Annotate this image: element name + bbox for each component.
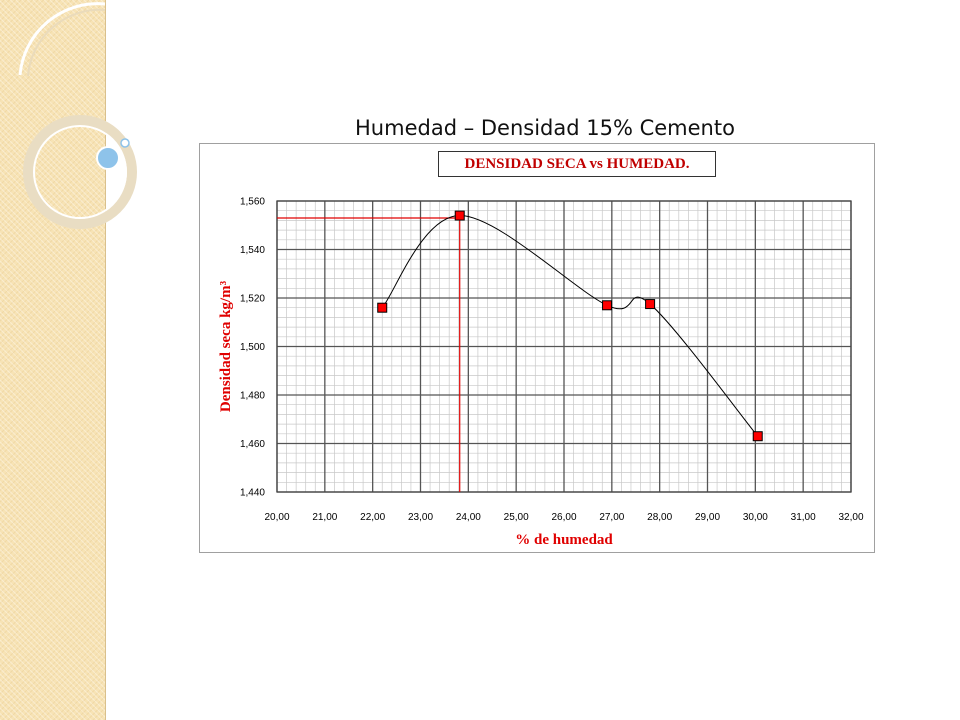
chart-svg: 1,440 1,460 1,480 1,500 1,520 1,540 1,560 20,00… bbox=[218, 197, 864, 549]
y-tick-label: 1,480 bbox=[240, 391, 265, 402]
y-tick-label: 1,460 bbox=[240, 439, 265, 450]
chart-frame: 1,440 1,460 1,480 1,500 1,520 1,540 1,560 20,00… bbox=[199, 143, 875, 553]
x-tick-label: 30,00 bbox=[743, 512, 768, 523]
decorative-bubble-small bbox=[120, 138, 130, 148]
x-tick-label: 24,00 bbox=[456, 512, 481, 523]
x-tick-label: 29,00 bbox=[695, 512, 720, 523]
y-tick-label: 1,520 bbox=[240, 294, 265, 305]
x-tick-label: 20,00 bbox=[264, 512, 289, 523]
y-tick-label: 1,440 bbox=[240, 488, 265, 499]
decorative-ring-highlight bbox=[33, 125, 127, 219]
x-tick-label: 26,00 bbox=[551, 512, 576, 523]
y-tick-label: 1,500 bbox=[240, 342, 265, 353]
data-point-marker bbox=[454, 210, 465, 221]
y-tick-label: 1,560 bbox=[240, 197, 265, 208]
chart-title: DENSIDAD SECA vs HUMEDAD. bbox=[438, 151, 716, 177]
data-point-marker bbox=[645, 299, 656, 310]
slide-title: Humedad – Densidad 15% Cemento bbox=[355, 116, 735, 140]
x-tick-label: 32,00 bbox=[838, 512, 863, 523]
x-axis-title: % de humedad bbox=[515, 532, 613, 548]
x-tick-label: 23,00 bbox=[408, 512, 433, 523]
data-point-marker bbox=[377, 302, 388, 313]
y-tick-label: 1,540 bbox=[240, 245, 265, 256]
x-tick-label: 25,00 bbox=[504, 512, 529, 523]
x-tick-label: 31,00 bbox=[791, 512, 816, 523]
x-tick-label: 28,00 bbox=[647, 512, 672, 523]
decorative-circles bbox=[18, 2, 137, 229]
x-tick-label: 21,00 bbox=[312, 512, 337, 523]
decorative-arc-large-inner bbox=[27, 8, 106, 77]
data-point-marker bbox=[752, 431, 763, 442]
plot-area-border bbox=[276, 200, 852, 493]
x-tick-label: 27,00 bbox=[599, 512, 624, 523]
series-curve bbox=[381, 215, 759, 437]
decorative-arc-large bbox=[18, 2, 106, 76]
data-point-marker bbox=[602, 300, 613, 311]
x-tick-label: 22,00 bbox=[360, 512, 385, 523]
y-axis-title: Densidad seca kg/m³ bbox=[218, 280, 234, 412]
decorative-ring bbox=[23, 115, 137, 229]
decorative-bubble-large bbox=[96, 146, 120, 170]
